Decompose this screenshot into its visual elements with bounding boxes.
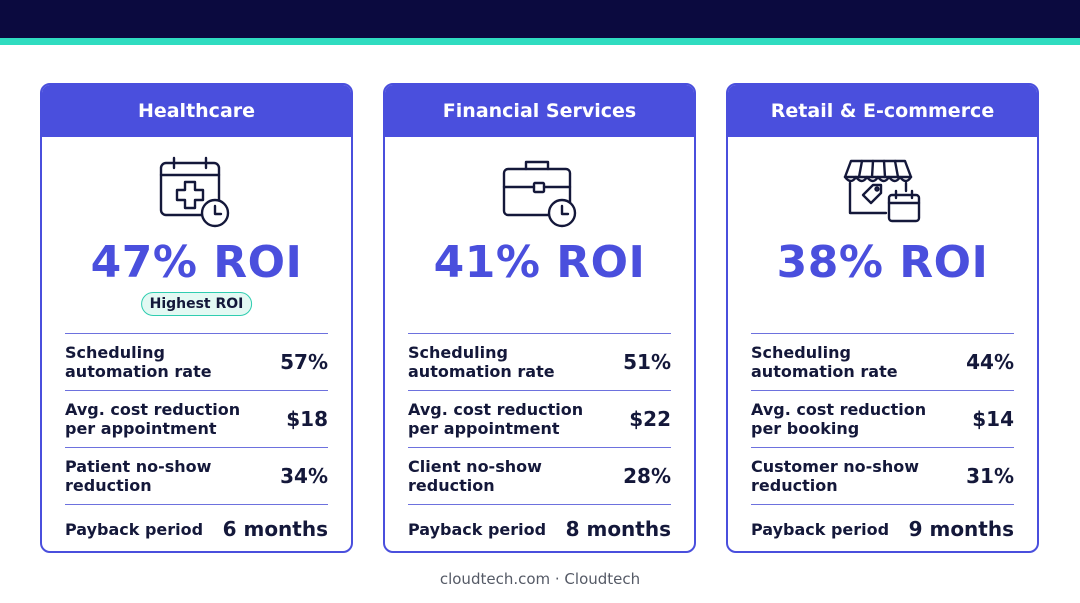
storefront-calendar-icon bbox=[843, 159, 920, 223]
metric-label: Payback period bbox=[751, 519, 890, 539]
metric-value: $14 bbox=[972, 407, 1014, 431]
metric-value: 28% bbox=[623, 464, 671, 488]
metric-row: Avg. cost reduction per appointment $22 bbox=[408, 390, 671, 447]
metric-row: Payback period 6 months bbox=[65, 504, 328, 551]
metric-value: 8 months bbox=[565, 517, 671, 541]
metric-row: Avg. cost reduction per appointment $18 bbox=[65, 390, 328, 447]
metric-label: Patient no-show reduction bbox=[65, 457, 212, 495]
metric-value: $22 bbox=[629, 407, 671, 431]
metric-label: Scheduling automation rate bbox=[751, 343, 898, 381]
metric-row: Client no-show reduction 28% bbox=[408, 447, 671, 504]
briefcase-clock-icon bbox=[502, 160, 576, 228]
roi-value: 38% ROI bbox=[776, 237, 989, 288]
metrics-list: Scheduling automation rate 51% Avg. cost… bbox=[408, 333, 671, 551]
metric-value: 9 months bbox=[908, 517, 1014, 541]
metric-row: Customer no-show reduction 31% bbox=[751, 447, 1014, 504]
roi-value: 47% ROI bbox=[90, 237, 303, 288]
metric-label: Customer no-show reduction bbox=[751, 457, 919, 495]
metric-value: 34% bbox=[280, 464, 328, 488]
industry-card-financial-services: Financial Services 41% ROI Scheduling au… bbox=[383, 83, 696, 553]
metric-label: Avg. cost reduction per appointment bbox=[65, 400, 241, 438]
metric-value: 31% bbox=[966, 464, 1014, 488]
industry-card-healthcare: Healthcare 47% ROI Highest ROI Schedulin… bbox=[40, 83, 353, 553]
metric-row: Scheduling automation rate 44% bbox=[751, 333, 1014, 390]
metric-row: Patient no-show reduction 34% bbox=[65, 447, 328, 504]
metric-row: Avg. cost reduction per booking $14 bbox=[751, 390, 1014, 447]
highest-roi-badge: Highest ROI bbox=[140, 292, 253, 316]
metric-row: Scheduling automation rate 51% bbox=[408, 333, 671, 390]
metric-label: Avg. cost reduction per booking bbox=[751, 400, 927, 438]
metrics-list: Scheduling automation rate 44% Avg. cost… bbox=[751, 333, 1014, 551]
metric-row: Payback period 9 months bbox=[751, 504, 1014, 551]
metric-value: 44% bbox=[966, 350, 1014, 374]
metric-label: Avg. cost reduction per appointment bbox=[408, 400, 584, 438]
metric-label: Scheduling automation rate bbox=[408, 343, 555, 381]
metric-value: 57% bbox=[280, 350, 328, 374]
calendar-medical-clock-icon bbox=[159, 156, 229, 228]
top-banner bbox=[0, 0, 1080, 38]
metric-value: 51% bbox=[623, 350, 671, 374]
metric-label: Scheduling automation rate bbox=[65, 343, 212, 381]
metric-label: Client no-show reduction bbox=[408, 457, 542, 495]
metric-value: $18 bbox=[286, 407, 328, 431]
metric-row: Payback period 8 months bbox=[408, 504, 671, 551]
accent-stripe bbox=[0, 38, 1080, 45]
metric-label: Payback period bbox=[408, 519, 547, 539]
metric-label: Payback period bbox=[65, 519, 204, 539]
card-title: Financial Services bbox=[385, 85, 694, 137]
metric-value: 6 months bbox=[222, 517, 328, 541]
metric-row: Scheduling automation rate 57% bbox=[65, 333, 328, 390]
industry-card-retail-ecommerce: Retail & E-commerce 38% ROI Scheduling a… bbox=[726, 83, 1039, 553]
card-title: Healthcare bbox=[42, 85, 351, 137]
card-title: Retail & E-commerce bbox=[728, 85, 1037, 137]
footer-credit: cloudtech.com · Cloudtech bbox=[439, 570, 641, 588]
roi-value: 41% ROI bbox=[433, 237, 646, 288]
metrics-list: Scheduling automation rate 57% Avg. cost… bbox=[65, 333, 328, 551]
